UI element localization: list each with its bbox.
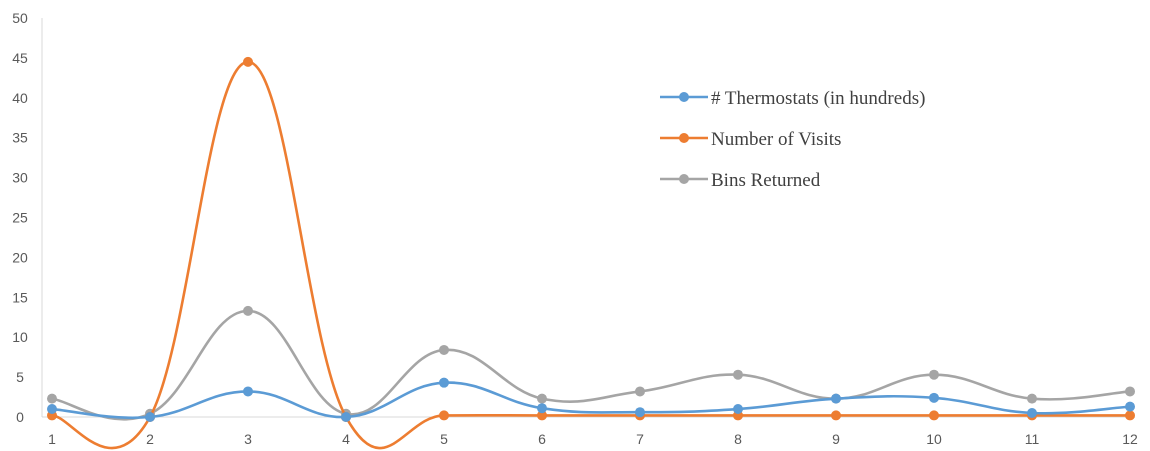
legend-item: Number of Visits (660, 129, 841, 150)
series-0 (47, 377, 1135, 422)
data-point (635, 386, 645, 397)
data-point (831, 410, 841, 421)
x-tick-label: 8 (734, 431, 742, 447)
x-tick-label: 7 (636, 431, 644, 447)
y-tick-label: 25 (12, 210, 28, 226)
data-point (929, 392, 939, 403)
data-point (439, 344, 449, 355)
y-tick-label: 30 (12, 170, 28, 186)
data-point (47, 393, 57, 404)
x-tick-label: 2 (146, 431, 154, 447)
data-point (537, 403, 547, 414)
series-layer (47, 56, 1135, 450)
data-point (929, 410, 939, 421)
data-point (537, 410, 547, 421)
data-point (243, 386, 253, 397)
y-tick-label: 35 (12, 130, 28, 146)
legend-item: # Thermostats (in hundreds) (660, 88, 925, 109)
x-tick-label: 12 (1122, 431, 1138, 447)
data-point (733, 404, 743, 415)
legend-label: # Thermostats (in hundreds) (711, 88, 925, 109)
data-point (145, 412, 155, 422)
legend-marker (679, 174, 689, 184)
y-tick-label: 20 (12, 249, 28, 265)
series-line (51, 60, 1130, 450)
legend-marker (679, 133, 689, 143)
y-tick-label: 45 (12, 50, 28, 66)
data-point (733, 369, 743, 380)
y-tick-label: 50 (12, 10, 28, 26)
data-point (47, 404, 57, 415)
y-tick-label: 5 (16, 369, 24, 385)
data-point (439, 410, 449, 421)
data-point (341, 412, 351, 422)
chart-legend: # Thermostats (in hundreds) Number of Vis… (660, 88, 925, 191)
x-tick-label: 11 (1025, 431, 1040, 447)
x-tick-label: 5 (440, 431, 448, 447)
y-tick-label: 15 (12, 289, 28, 305)
x-tick-label: 4 (342, 431, 350, 447)
legend-label: Bins Returned (711, 170, 821, 191)
data-point (1125, 386, 1135, 397)
data-point (1125, 401, 1135, 412)
series-line (51, 381, 1131, 419)
data-point (243, 305, 253, 316)
data-point (243, 56, 253, 67)
data-point (831, 393, 841, 404)
data-point (537, 393, 547, 404)
data-point (635, 407, 645, 418)
x-tick-label: 9 (832, 431, 840, 447)
y-tick-label: 40 (12, 90, 28, 106)
data-point (929, 369, 939, 380)
x-tick-label: 6 (538, 431, 546, 447)
data-point (1027, 393, 1037, 404)
data-point (1027, 408, 1037, 419)
x-tick-label: 1 (48, 431, 56, 447)
data-point (1125, 410, 1135, 421)
data-point (439, 377, 449, 388)
y-tick-label: 0 (16, 409, 24, 425)
legend-item: Bins Returned (660, 170, 821, 191)
x-tick-label: 3 (244, 431, 252, 447)
y-tick-label: 10 (12, 329, 28, 345)
legend-marker (679, 92, 689, 102)
series-1 (47, 56, 1135, 450)
x-tick-label: 10 (926, 431, 942, 447)
legend-label: Number of Visits (711, 129, 841, 150)
